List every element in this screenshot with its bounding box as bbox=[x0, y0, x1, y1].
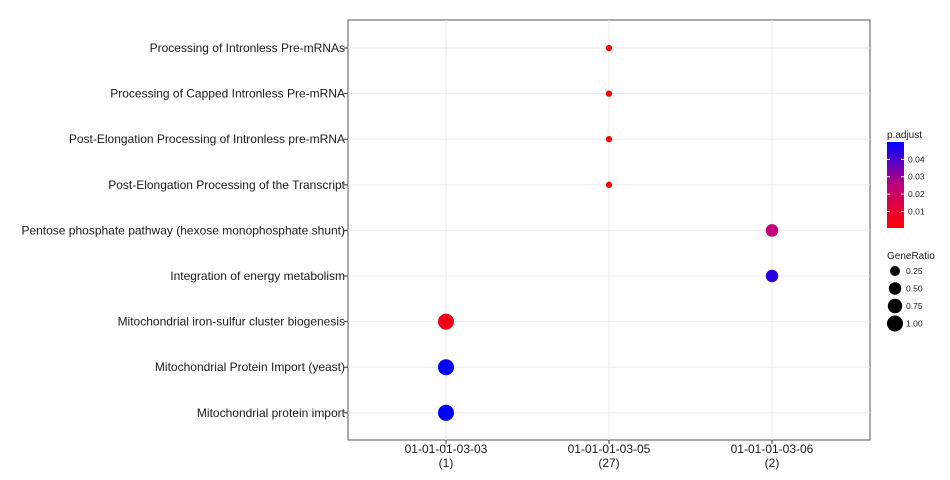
grid-lines bbox=[348, 20, 870, 440]
x-tick-count-label: (27) bbox=[598, 456, 619, 470]
x-tick-label: 01-01-01-03-03 bbox=[405, 442, 488, 456]
size-legend: GeneRatio 0.25 0.50 0.75 1.00 bbox=[887, 251, 935, 332]
y-tick-label: Mitochondrial Protein Import (yeast) bbox=[155, 360, 345, 374]
size-legend-dot bbox=[887, 298, 903, 314]
y-tick-label: Processing of Intronless Pre-mRNAs bbox=[150, 41, 345, 55]
size-legend-title: GeneRatio bbox=[887, 251, 935, 262]
x-tick-label: 01-01-01-03-06 bbox=[731, 442, 814, 456]
color-legend-bar bbox=[887, 142, 904, 228]
data-point bbox=[438, 404, 454, 421]
data-point bbox=[605, 136, 613, 143]
color-legend: p.adjust 0.01 0.02 0.03 0.04 bbox=[887, 130, 925, 228]
data-point bbox=[765, 224, 779, 237]
x-tick-count-label: (1) bbox=[439, 456, 454, 470]
y-tick-label: Pentose phosphate pathway (hexose monoph… bbox=[21, 223, 345, 237]
data-point bbox=[438, 313, 454, 330]
data-point bbox=[438, 359, 454, 376]
color-legend-label: 0.02 bbox=[908, 189, 925, 199]
size-legend-label: 0.50 bbox=[906, 284, 923, 294]
y-axis: Processing of Intronless Pre-mRNAs Proces… bbox=[21, 41, 348, 420]
y-tick-label: Processing of Capped Intronless Pre-mRNA bbox=[110, 87, 345, 101]
y-tick-label: Post-Elongation Processing of Intronless… bbox=[69, 132, 345, 146]
data-point bbox=[605, 44, 613, 52]
data-point bbox=[605, 181, 613, 188]
x-tick-label: 01-01-01-03-05 bbox=[568, 442, 651, 456]
data-points bbox=[438, 44, 779, 421]
x-axis: 01-01-01-03-03(1) 01-01-01-03-05(27) 01-01… bbox=[405, 440, 814, 470]
size-legend-label: 1.00 bbox=[906, 319, 923, 329]
size-legend-dot bbox=[887, 315, 903, 332]
color-legend-label: 0.04 bbox=[908, 154, 925, 164]
color-legend-label: 0.03 bbox=[908, 172, 925, 182]
y-tick-label: Post-Elongation Processing of the Transc… bbox=[108, 178, 345, 192]
size-legend-dot bbox=[890, 266, 900, 276]
size-legend-dot bbox=[888, 282, 902, 295]
size-legend-label: 0.75 bbox=[906, 301, 923, 311]
color-legend-label: 0.01 bbox=[908, 206, 925, 216]
y-tick-label: Integration of energy metabolism bbox=[170, 269, 345, 283]
data-point bbox=[605, 90, 613, 97]
x-tick-count-label: (2) bbox=[765, 456, 780, 470]
data-point bbox=[765, 269, 779, 283]
size-legend-label: 0.25 bbox=[906, 266, 923, 276]
y-tick-label: Mitochondrial protein import bbox=[197, 406, 346, 420]
color-legend-title: p.adjust bbox=[887, 130, 922, 141]
y-tick-label: Mitochondrial iron-sulfur cluster biogen… bbox=[118, 315, 345, 329]
